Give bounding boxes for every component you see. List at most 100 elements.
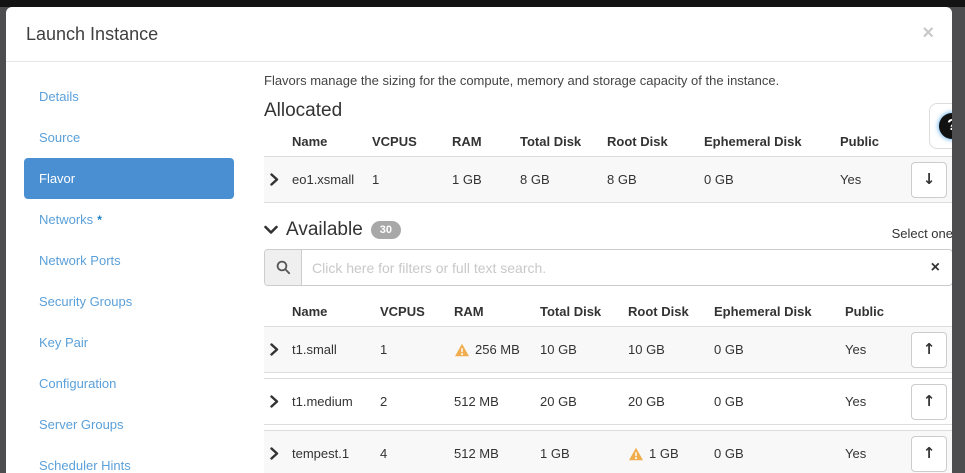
- column-header: Public: [840, 133, 880, 149]
- sidebar-item-label: Flavor: [39, 171, 76, 186]
- sidebar-item-label: Network Ports: [39, 253, 121, 268]
- page-top-strip: [0, 0, 965, 7]
- table-cell: 2: [380, 394, 388, 409]
- warning-icon: [629, 447, 643, 460]
- sidebar-item-label: Key Pair: [39, 335, 89, 350]
- flavor-row: t1.medium 2 512 MB 20 GB 20 GB 0 GB Yes ↑: [264, 378, 952, 425]
- table-cell: tempest.1: [292, 446, 350, 461]
- available-header-bar: Available 30 Select one: [264, 219, 952, 241]
- sidebar-item-label: Scheduler Hints: [39, 458, 131, 473]
- flavor-step-content: ? Flavors manage the sizing for the comp…: [246, 62, 952, 473]
- chevron-right-icon[interactable]: [270, 343, 292, 356]
- sidebar-item-server-groups[interactable]: Server Groups: [24, 404, 234, 445]
- table-cell: 20 GB: [540, 394, 577, 409]
- column-header: Ephemeral Disk: [704, 133, 802, 149]
- column-header: VCPUS: [372, 133, 417, 149]
- table-cell: 512 MB: [454, 446, 499, 461]
- table-cell: Yes: [845, 342, 867, 357]
- question-circle-icon: ?: [939, 113, 952, 139]
- table-cell: 1: [380, 342, 388, 357]
- move-up-button[interactable]: ↑: [911, 383, 947, 420]
- column-header: VCPUS: [380, 303, 425, 319]
- allocated-heading: Allocated: [264, 100, 343, 121]
- table-cell: 0 GB: [704, 172, 734, 187]
- sidebar-item-network-ports[interactable]: Network Ports: [24, 240, 234, 281]
- allocated-table: Name VCPUS RAM Total Disk Root Disk Ephemeral…: [264, 126, 952, 203]
- chevron-down-icon: [264, 225, 278, 235]
- table-cell: 10 GB: [540, 342, 577, 357]
- table-cell: 0 GB: [714, 446, 744, 461]
- flavor-row: tempest.1 4 512 MB 1 GB 1 GB 0 GB Yes ↑: [264, 430, 952, 473]
- available-heading: Available: [286, 219, 363, 240]
- column-header: Total Disk: [520, 133, 582, 149]
- chevron-right-icon[interactable]: [270, 447, 292, 460]
- table-cell: 256 MB: [454, 342, 540, 357]
- table-cell: 8 GB: [607, 172, 637, 187]
- sidebar-item-label: Source: [39, 130, 81, 145]
- available-table: Name VCPUS RAM Total Disk Root Disk Ephemeral…: [264, 296, 952, 473]
- search-input[interactable]: [302, 250, 919, 285]
- sidebar-item-label: Configuration: [39, 376, 117, 391]
- table-cell: 512 MB: [454, 394, 499, 409]
- sidebar-item-label: Networks: [39, 212, 94, 227]
- table-cell: 1 GB: [540, 446, 570, 461]
- available-count-badge: 30: [370, 221, 402, 239]
- table-cell: eo1.xsmall: [292, 172, 355, 187]
- available-collapse-toggle[interactable]: Available 30: [264, 219, 402, 241]
- flavor-description: Flavors manage the sizing for the comput…: [264, 73, 780, 88]
- launch-instance-modal: Launch Instance × Details Source Flavor Net…: [6, 7, 952, 473]
- column-header: RAM: [452, 133, 482, 149]
- move-up-button[interactable]: ↑: [911, 331, 947, 368]
- chevron-right-icon[interactable]: [270, 173, 292, 186]
- sidebar-item-label: Server Groups: [39, 417, 124, 432]
- table-cell: Yes: [845, 394, 867, 409]
- move-up-button[interactable]: ↑: [911, 435, 947, 472]
- sidebar-item-label: Details: [39, 89, 79, 104]
- chevron-right-icon[interactable]: [270, 395, 292, 408]
- column-header: Public: [845, 303, 885, 319]
- filter-search-bar: ×: [264, 249, 952, 286]
- column-header: Root Disk: [607, 133, 668, 149]
- sidebar-item-configuration[interactable]: Configuration: [24, 363, 234, 404]
- table-header-row: Name VCPUS RAM Total Disk Root Disk Ephemeral…: [264, 296, 952, 326]
- table-cell: 0 GB: [714, 342, 744, 357]
- move-down-button[interactable]: ↓: [911, 161, 947, 198]
- sidebar-item-flavor[interactable]: Flavor: [24, 158, 234, 199]
- table-cell: t1.small: [292, 342, 337, 357]
- modal-body: Details Source Flavor Networks * Network Port…: [6, 62, 952, 473]
- column-header: RAM: [454, 303, 484, 319]
- wizard-sidebar: Details Source Flavor Networks * Network Port…: [6, 62, 246, 473]
- modal-title: Launch Instance: [26, 23, 159, 44]
- sidebar-item-label: Security Groups: [39, 294, 133, 309]
- select-one-hint: Select one: [891, 226, 952, 241]
- sidebar-item-key-pair[interactable]: Key Pair: [24, 322, 234, 363]
- table-cell: Yes: [840, 172, 862, 187]
- table-cell: 1 GB: [628, 446, 714, 461]
- column-header: Name: [292, 133, 328, 149]
- table-cell: 8 GB: [520, 172, 550, 187]
- column-header: Total Disk: [540, 303, 602, 319]
- table-cell: 10 GB: [628, 342, 665, 357]
- flavor-row: t1.small 1 256 MB 10 GB 10 GB 0 GB Yes ↑: [264, 326, 952, 373]
- table-header-row: Name VCPUS RAM Total Disk Root Disk Ephemeral…: [264, 126, 952, 156]
- table-cell: 1: [372, 172, 380, 187]
- search-icon: [265, 250, 302, 285]
- warning-icon: [455, 343, 469, 356]
- close-icon[interactable]: ×: [922, 22, 934, 44]
- column-header: Root Disk: [628, 303, 689, 319]
- sidebar-item-scheduler-hints[interactable]: Scheduler Hints: [24, 445, 234, 473]
- sidebar-item-security-groups[interactable]: Security Groups: [24, 281, 234, 322]
- sidebar-item-networks[interactable]: Networks *: [24, 199, 234, 240]
- sidebar-item-source[interactable]: Source: [24, 117, 234, 158]
- modal-header: Launch Instance ×: [6, 7, 952, 62]
- table-cell: 4: [380, 446, 388, 461]
- column-header: Ephemeral Disk: [714, 303, 812, 319]
- clear-search-icon[interactable]: ×: [930, 258, 940, 276]
- table-cell: 0 GB: [714, 394, 744, 409]
- table-cell: 20 GB: [628, 394, 665, 409]
- help-button[interactable]: ?: [929, 103, 952, 149]
- table-cell: 1 GB: [452, 172, 482, 187]
- required-asterisk: *: [97, 212, 102, 227]
- sidebar-item-details[interactable]: Details: [24, 76, 234, 117]
- column-header: Name: [292, 303, 328, 319]
